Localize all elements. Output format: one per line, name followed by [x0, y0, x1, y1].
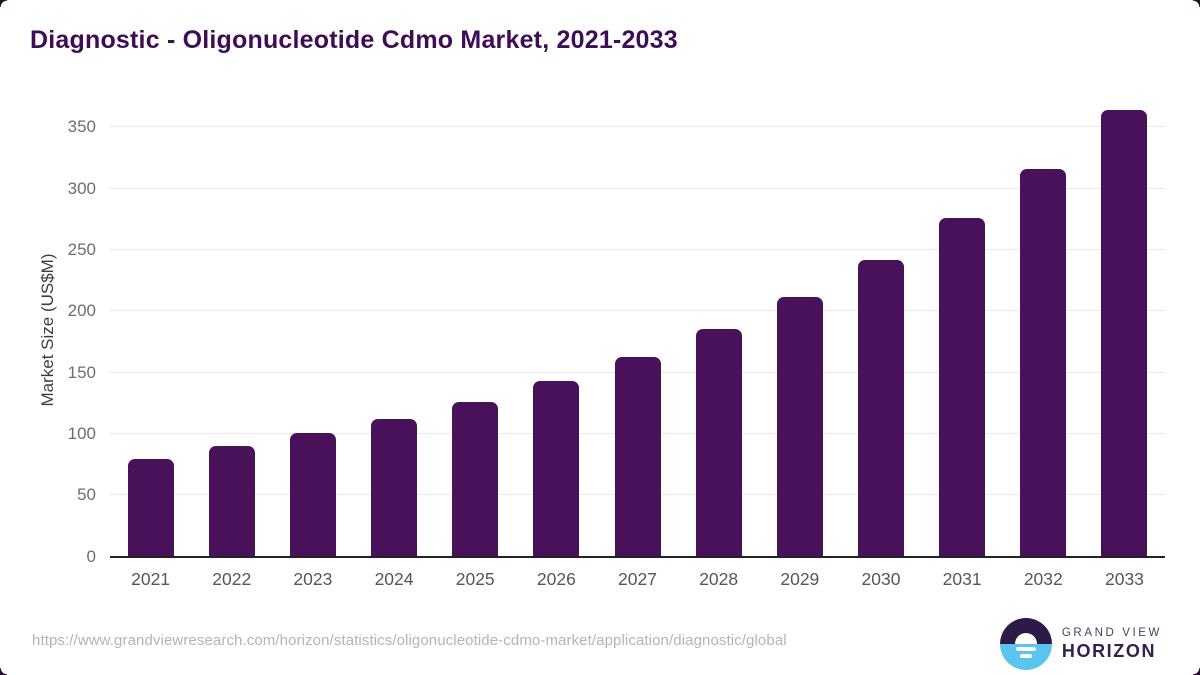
bar-slot: [110, 100, 191, 557]
bar-slot: [191, 100, 272, 557]
x-tick-label-2025: 2025: [455, 569, 495, 589]
bar-2021: [127, 458, 174, 557]
bar-2025: [452, 402, 499, 557]
y-tick-label-100: 100: [67, 424, 96, 444]
corner-artifact: [1193, 668, 1200, 675]
x-tick-label-2024: 2024: [374, 569, 414, 589]
x-tick-label-2030: 2030: [861, 569, 901, 589]
bar-2029: [776, 296, 823, 557]
bar-2026: [533, 381, 580, 557]
bar-slot: [435, 100, 516, 557]
x-tick-label-2032: 2032: [1023, 569, 1063, 589]
bar-slot: [678, 100, 759, 557]
corner-artifact: [0, 0, 7, 7]
brand-name-bottom: HORIZON: [1061, 640, 1157, 661]
y-tick-label-50: 50: [77, 485, 96, 505]
bar-slot: [840, 100, 921, 557]
y-tick-label-350: 350: [67, 117, 96, 137]
x-tick-label-2028: 2028: [699, 569, 739, 589]
y-tick-label-250: 250: [67, 240, 96, 260]
plot-area: [110, 100, 1165, 558]
bar-slot: [272, 100, 353, 557]
brand-name-top: GRAND VIEW: [1061, 626, 1162, 639]
bar-slot: [1084, 100, 1165, 557]
bar-2027: [614, 356, 661, 557]
y-tick-label-150: 150: [67, 362, 96, 382]
bar-slot: [922, 100, 1003, 557]
y-tick-label-200: 200: [67, 301, 96, 321]
source-url: https://www.grandviewresearch.com/horizo…: [32, 632, 787, 649]
bar-2032: [1020, 169, 1067, 557]
bar-slot: [353, 100, 434, 557]
bars-container: [110, 100, 1165, 557]
x-axis-line: [110, 555, 1165, 558]
x-tick-label-2022: 2022: [212, 569, 252, 589]
bar-2031: [939, 218, 986, 557]
bar-2028: [695, 328, 742, 557]
bar-2030: [857, 259, 904, 557]
bar-2024: [371, 419, 418, 557]
x-tick-label-2026: 2026: [536, 569, 576, 589]
corner-artifact: [1193, 0, 1200, 7]
gridline-200: [110, 310, 1165, 312]
corner-artifact: [0, 668, 7, 675]
x-tick-label-2023: 2023: [293, 569, 333, 589]
x-tick-label-2029: 2029: [780, 569, 820, 589]
x-axis-tick-labels: 2021 2022 2023 2024 2025 2026 2027 2028 2029 2030…: [110, 569, 1165, 590]
gridline-300: [110, 187, 1165, 189]
bar-2033: [1101, 110, 1148, 557]
logo-reflection-line: [1015, 647, 1036, 651]
y-tick-label-300: 300: [67, 178, 96, 198]
x-tick-label-2033: 2033: [1104, 569, 1144, 589]
gridline-250: [110, 249, 1165, 251]
x-tick-label-2027: 2027: [618, 569, 657, 589]
gridline-350: [110, 126, 1165, 128]
bar-slot: [516, 100, 597, 557]
logo-sun-shape: [1014, 633, 1037, 644]
x-tick-label-2021: 2021: [131, 569, 171, 589]
chart-title: Diagnostic - Oligonucleotide Cdmo Market…: [30, 26, 678, 54]
bar-2023: [289, 432, 336, 557]
bar-slot: [597, 100, 678, 557]
brand-text: GRAND VIEW HORIZON: [1062, 627, 1162, 662]
brand-logo[interactable]: GRAND VIEW HORIZON: [999, 618, 1162, 670]
bar-slot: [1003, 100, 1084, 557]
y-tick-label-0: 0: [86, 546, 96, 566]
bar-slot: [759, 100, 840, 557]
bar-2022: [208, 446, 255, 557]
logo-reflection-line: [1019, 654, 1032, 658]
horizon-logo-icon: [999, 618, 1052, 670]
y-axis-tick-labels: 0 50 100 150 200 250 300 350: [40, 100, 96, 565]
x-tick-label-2031: 2031: [942, 569, 982, 589]
